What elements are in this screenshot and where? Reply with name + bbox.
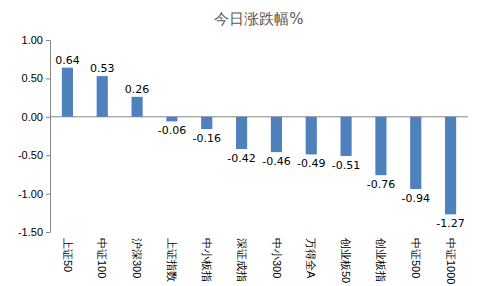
x-tick-label: 创业板50	[340, 238, 352, 283]
x-tick: 创业板指	[375, 238, 387, 282]
data-label: -0.76	[367, 178, 395, 191]
y-tick: 0.50	[22, 72, 50, 84]
bar	[97, 76, 108, 117]
x-axis: 上证50 中证100 沪深300 上证指数 中小板指 深证成指 中小300 万得全A 创业板50…	[62, 238, 457, 284]
y-tick-label: 1.00	[22, 34, 43, 46]
y-tick: 0.00	[22, 111, 50, 123]
y-tick-label: -1.00	[18, 188, 43, 200]
x-tick: 中小板指	[201, 238, 213, 282]
y-tick-mark	[46, 232, 50, 233]
x-tick-label: 中证100	[96, 238, 108, 278]
y-tick-mark	[46, 40, 50, 41]
x-tick: 上证50	[62, 238, 74, 272]
data-labels: 0.64 0.53 0.26 -0.06 -0.16 -0.42 -0.46 -0.49 -0.…	[55, 54, 465, 231]
y-tick-label: 0.00	[22, 111, 43, 123]
y-tick-mark	[46, 194, 50, 195]
bar	[166, 117, 177, 122]
bar	[271, 117, 282, 152]
x-tick-label: 万得全A	[305, 238, 317, 279]
y-tick-mark	[46, 155, 50, 156]
data-label: -1.27	[436, 217, 464, 230]
x-tick: 中证500	[410, 238, 422, 278]
x-tick-label: 深证成指	[236, 238, 248, 282]
y-tick: -0.50	[18, 149, 50, 161]
x-tick: 万得全A	[305, 238, 317, 279]
data-label: -0.94	[402, 192, 430, 205]
data-label: 0.64	[55, 54, 80, 67]
x-tick-label: 中小板指	[201, 238, 213, 282]
data-label: 0.26	[125, 83, 150, 96]
y-tick-label: -0.50	[18, 149, 43, 161]
y-tick-label: -1.50	[18, 226, 43, 238]
x-tick-label: 沪深300	[131, 238, 143, 278]
title: 今日涨跌幅%	[214, 10, 303, 28]
bar	[341, 117, 352, 156]
zero-line	[50, 116, 468, 117]
data-label: -0.06	[158, 124, 186, 137]
bar	[410, 117, 421, 189]
x-tick: 深证成指	[236, 238, 248, 282]
y-tick: -1.50	[18, 226, 50, 238]
x-tick-label: 中小300	[271, 238, 283, 278]
x-tick-label: 上证50	[62, 238, 74, 272]
x-tick-label: 创业板指	[375, 238, 387, 282]
x-tick-label: 上证指数	[166, 238, 178, 282]
bars	[62, 68, 456, 215]
data-label: -0.49	[297, 157, 325, 170]
data-label: 0.53	[90, 62, 115, 75]
bar	[306, 117, 317, 155]
x-tick-label: 中证1000	[445, 238, 457, 284]
y-tick-mark	[46, 78, 50, 79]
bar	[375, 117, 386, 175]
x-tick: 创业板50	[340, 238, 352, 283]
x-tick: 中证1000	[445, 238, 457, 284]
x-tick-label: 中证500	[410, 238, 422, 278]
y-tick-mark	[46, 117, 50, 118]
chart: -1.50 -1.00 -0.50 0.00 0.50 1.00 上证50 中证100 沪深30…	[0, 0, 482, 286]
bar	[132, 97, 143, 117]
bar	[236, 117, 247, 149]
x-tick: 沪深300	[131, 238, 143, 278]
data-label: -0.46	[262, 155, 290, 168]
y-axis: -1.50 -1.00 -0.50 0.00 0.50 1.00	[18, 34, 51, 238]
x-tick: 中小300	[271, 238, 283, 278]
data-label: -0.16	[193, 132, 221, 145]
bar	[62, 68, 73, 117]
plot: -1.50 -1.00 -0.50 0.00 0.50 1.00 上证50 中证100 沪深30…	[18, 34, 468, 284]
y-tick-label: 0.50	[22, 72, 43, 84]
bar	[201, 117, 212, 129]
data-label: -0.51	[332, 159, 360, 172]
x-tick: 中证100	[96, 238, 108, 278]
y-tick: 1.00	[22, 34, 50, 46]
x-tick: 上证指数	[166, 238, 178, 282]
y-tick: -1.00	[18, 188, 50, 200]
y-axis-line	[50, 41, 51, 233]
bar	[445, 117, 456, 215]
data-label: -0.42	[227, 152, 255, 165]
